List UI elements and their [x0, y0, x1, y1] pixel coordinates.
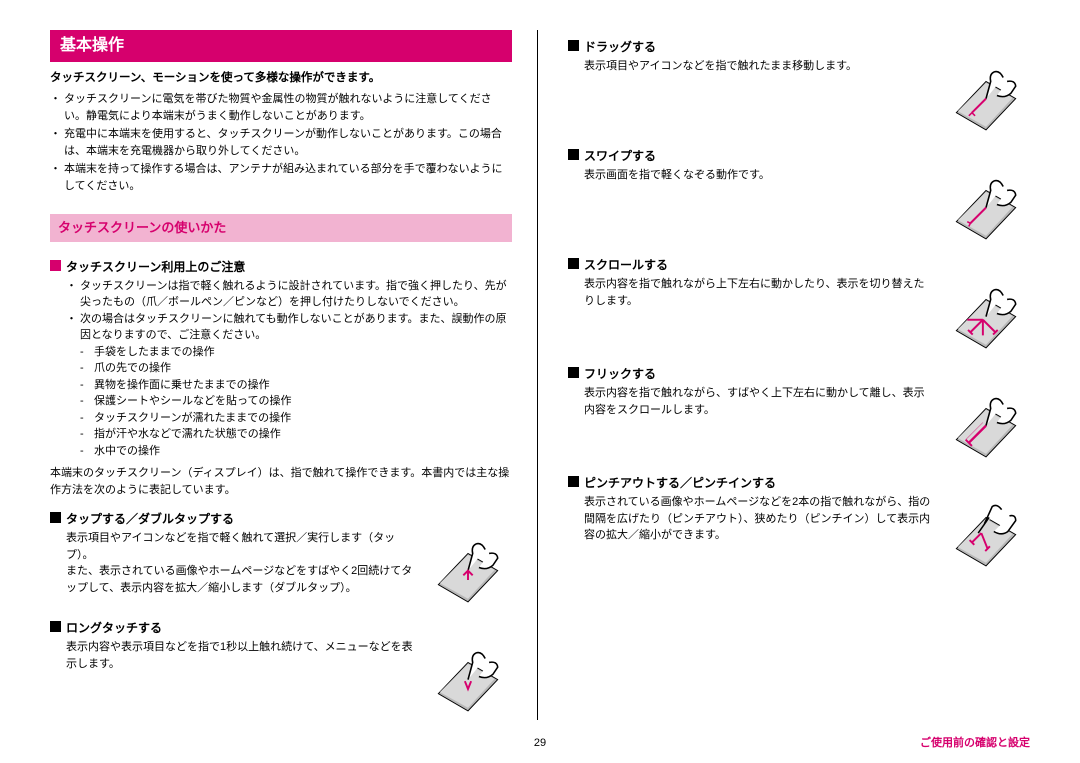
caution-list: タッチスクリーンは指で軽く触れるように設計されています。指で強く押したり、先が尖…	[50, 278, 512, 344]
tap-icon	[424, 530, 512, 605]
dash-item: 爪の先での操作	[80, 360, 512, 377]
gesture-row: 表示画面を指で軽くなぞる動作です。	[568, 167, 1030, 242]
drag-icon	[942, 58, 1030, 133]
note-text: 本端末のタッチスクリーン（ディスプレイ）は、指で触れて操作できます。本書内では主…	[50, 465, 512, 498]
gesture-row: 表示内容や表示項目などを指で1秒以上触れ続けて、メニューなどを表示します。	[50, 639, 512, 714]
intro-bullet: 本端末を持って操作する場合は、アンテナが組み込まれている部分を手で覆わないように…	[50, 161, 512, 194]
gesture-text: 表示項目やアイコンなどを指で軽く触れて選択／実行します（タップ）。また、表示され…	[50, 530, 414, 596]
gesture-text: 表示内容や表示項目などを指で1秒以上触れ続けて、メニューなどを表示します。	[50, 639, 414, 672]
gesture-row: 表示項目やアイコンなどを指で軽く触れて選択／実行します（タップ）。また、表示され…	[50, 530, 512, 605]
gesture-heading: タップする／ダブルタップする	[50, 510, 512, 528]
sub-header: タッチスクリーンの使いかた	[50, 214, 512, 242]
gesture-row: 表示項目やアイコンなどを指で触れたまま移動します。	[568, 58, 1030, 133]
gesture-text: 表示画面を指で軽くなぞる動作です。	[568, 167, 932, 184]
dash-item: 水中での操作	[80, 443, 512, 460]
footer-section: ご使用前の確認と設定	[920, 735, 1030, 752]
gesture-heading: ピンチアウトする／ピンチインする	[568, 474, 1030, 492]
dash-item: 手袋をしたままでの操作	[80, 344, 512, 361]
caution-item: 次の場合はタッチスクリーンに触れても動作しないことがあります。また、誤動作の原因…	[66, 311, 512, 344]
gesture-heading: スクロールする	[568, 256, 1030, 274]
caution-heading: タッチスクリーン利用上のご注意	[50, 258, 512, 276]
flick-icon	[942, 385, 1030, 460]
gesture-heading: スワイプする	[568, 147, 1030, 165]
gesture-heading: ドラッグする	[568, 38, 1030, 56]
pinch-icon	[942, 494, 1030, 569]
gesture-text: 表示項目やアイコンなどを指で触れたまま移動します。	[568, 58, 932, 75]
page-title: 基本操作	[50, 30, 512, 62]
gesture-row: 表示内容を指で触れながら上下左右に動かしたり、表示を切り替えたりします。	[568, 276, 1030, 351]
right-column: ドラッグする 表示項目やアイコンなどを指で触れたまま移動します。 スワイプする …	[568, 30, 1030, 720]
gesture-row: 表示内容を指で触れながら、すばやく上下左右に動かして離し、表示内容をスクロールし…	[568, 385, 1030, 460]
lead-text: タッチスクリーン、モーションを使って多様な操作ができます。	[50, 70, 512, 87]
intro-bullet: 充電中に本端末を使用すると、タッチスクリーンが動作しないことがあります。この場合…	[50, 126, 512, 159]
intro-bullet: タッチスクリーンに電気を帯びた物質や金属性の物質が触れないように注意してください…	[50, 91, 512, 124]
scroll-icon	[942, 276, 1030, 351]
dash-item: タッチスクリーンが濡れたままでの操作	[80, 410, 512, 427]
dash-list: 手袋をしたままでの操作 爪の先での操作 異物を操作面に乗せたままでの操作 保護シ…	[50, 344, 512, 460]
intro-bullets: タッチスクリーンに電気を帯びた物質や金属性の物質が触れないように注意してください…	[50, 91, 512, 196]
caution-item: タッチスクリーンは指で軽く触れるように設計されています。指で強く押したり、先が尖…	[66, 278, 512, 311]
gesture-row: 表示されている画像やホームページなどを2本の指で触れながら、指の間隔を広げたり（…	[568, 494, 1030, 569]
gesture-heading: フリックする	[568, 365, 1030, 383]
page-number: 29	[534, 735, 546, 752]
longtouch-icon	[424, 639, 512, 714]
swipe-icon	[942, 167, 1030, 242]
dash-item: 保護シートやシールなどを貼っての操作	[80, 393, 512, 410]
dash-item: 異物を操作面に乗せたままでの操作	[80, 377, 512, 394]
gesture-heading: ロングタッチする	[50, 619, 512, 637]
gesture-text: 表示されている画像やホームページなどを2本の指で触れながら、指の間隔を広げたり（…	[568, 494, 932, 544]
dash-item: 指が汗や水などで濡れた状態での操作	[80, 426, 512, 443]
left-column: 基本操作 タッチスクリーン、モーションを使って多様な操作ができます。 タッチスク…	[50, 30, 538, 720]
gesture-text: 表示内容を指で触れながら上下左右に動かしたり、表示を切り替えたりします。	[568, 276, 932, 309]
gesture-text: 表示内容を指で触れながら、すばやく上下左右に動かして離し、表示内容をスクロールし…	[568, 385, 932, 418]
